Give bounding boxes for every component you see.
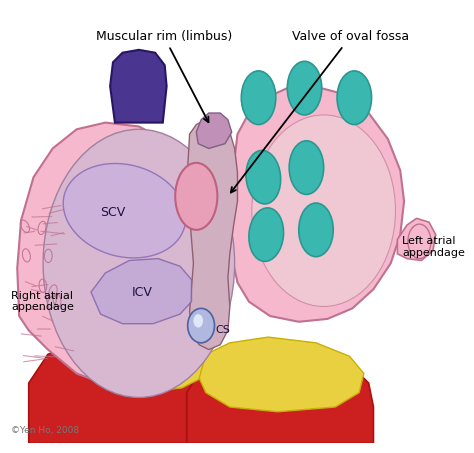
Polygon shape (230, 86, 404, 322)
Polygon shape (91, 259, 191, 324)
Ellipse shape (193, 314, 203, 328)
Polygon shape (187, 345, 374, 443)
Polygon shape (188, 120, 237, 350)
Ellipse shape (175, 163, 218, 230)
Text: ICV: ICV (131, 285, 152, 299)
Text: Left atrial
appendage: Left atrial appendage (402, 236, 465, 258)
Ellipse shape (188, 308, 215, 343)
Text: SCV: SCV (100, 206, 126, 219)
Text: Valve of oval fossa: Valve of oval fossa (231, 30, 409, 193)
Ellipse shape (337, 71, 372, 125)
Polygon shape (397, 218, 436, 260)
Polygon shape (196, 113, 232, 149)
Ellipse shape (241, 71, 276, 125)
Text: CS: CS (216, 325, 230, 335)
Text: Muscular rim (limbus): Muscular rim (limbus) (96, 30, 232, 122)
Ellipse shape (43, 129, 235, 397)
Text: ©Yen Ho, 2008: ©Yen Ho, 2008 (11, 426, 80, 435)
Ellipse shape (287, 61, 322, 115)
Ellipse shape (63, 164, 186, 258)
Ellipse shape (408, 224, 431, 259)
Ellipse shape (299, 203, 333, 257)
Ellipse shape (249, 208, 283, 261)
Polygon shape (120, 345, 206, 391)
Polygon shape (199, 337, 364, 412)
Ellipse shape (246, 150, 281, 204)
Ellipse shape (252, 115, 395, 307)
Polygon shape (17, 123, 210, 393)
Text: Right atrial
appendage: Right atrial appendage (11, 291, 74, 313)
Polygon shape (29, 340, 191, 443)
Ellipse shape (289, 141, 324, 194)
Polygon shape (110, 50, 167, 123)
